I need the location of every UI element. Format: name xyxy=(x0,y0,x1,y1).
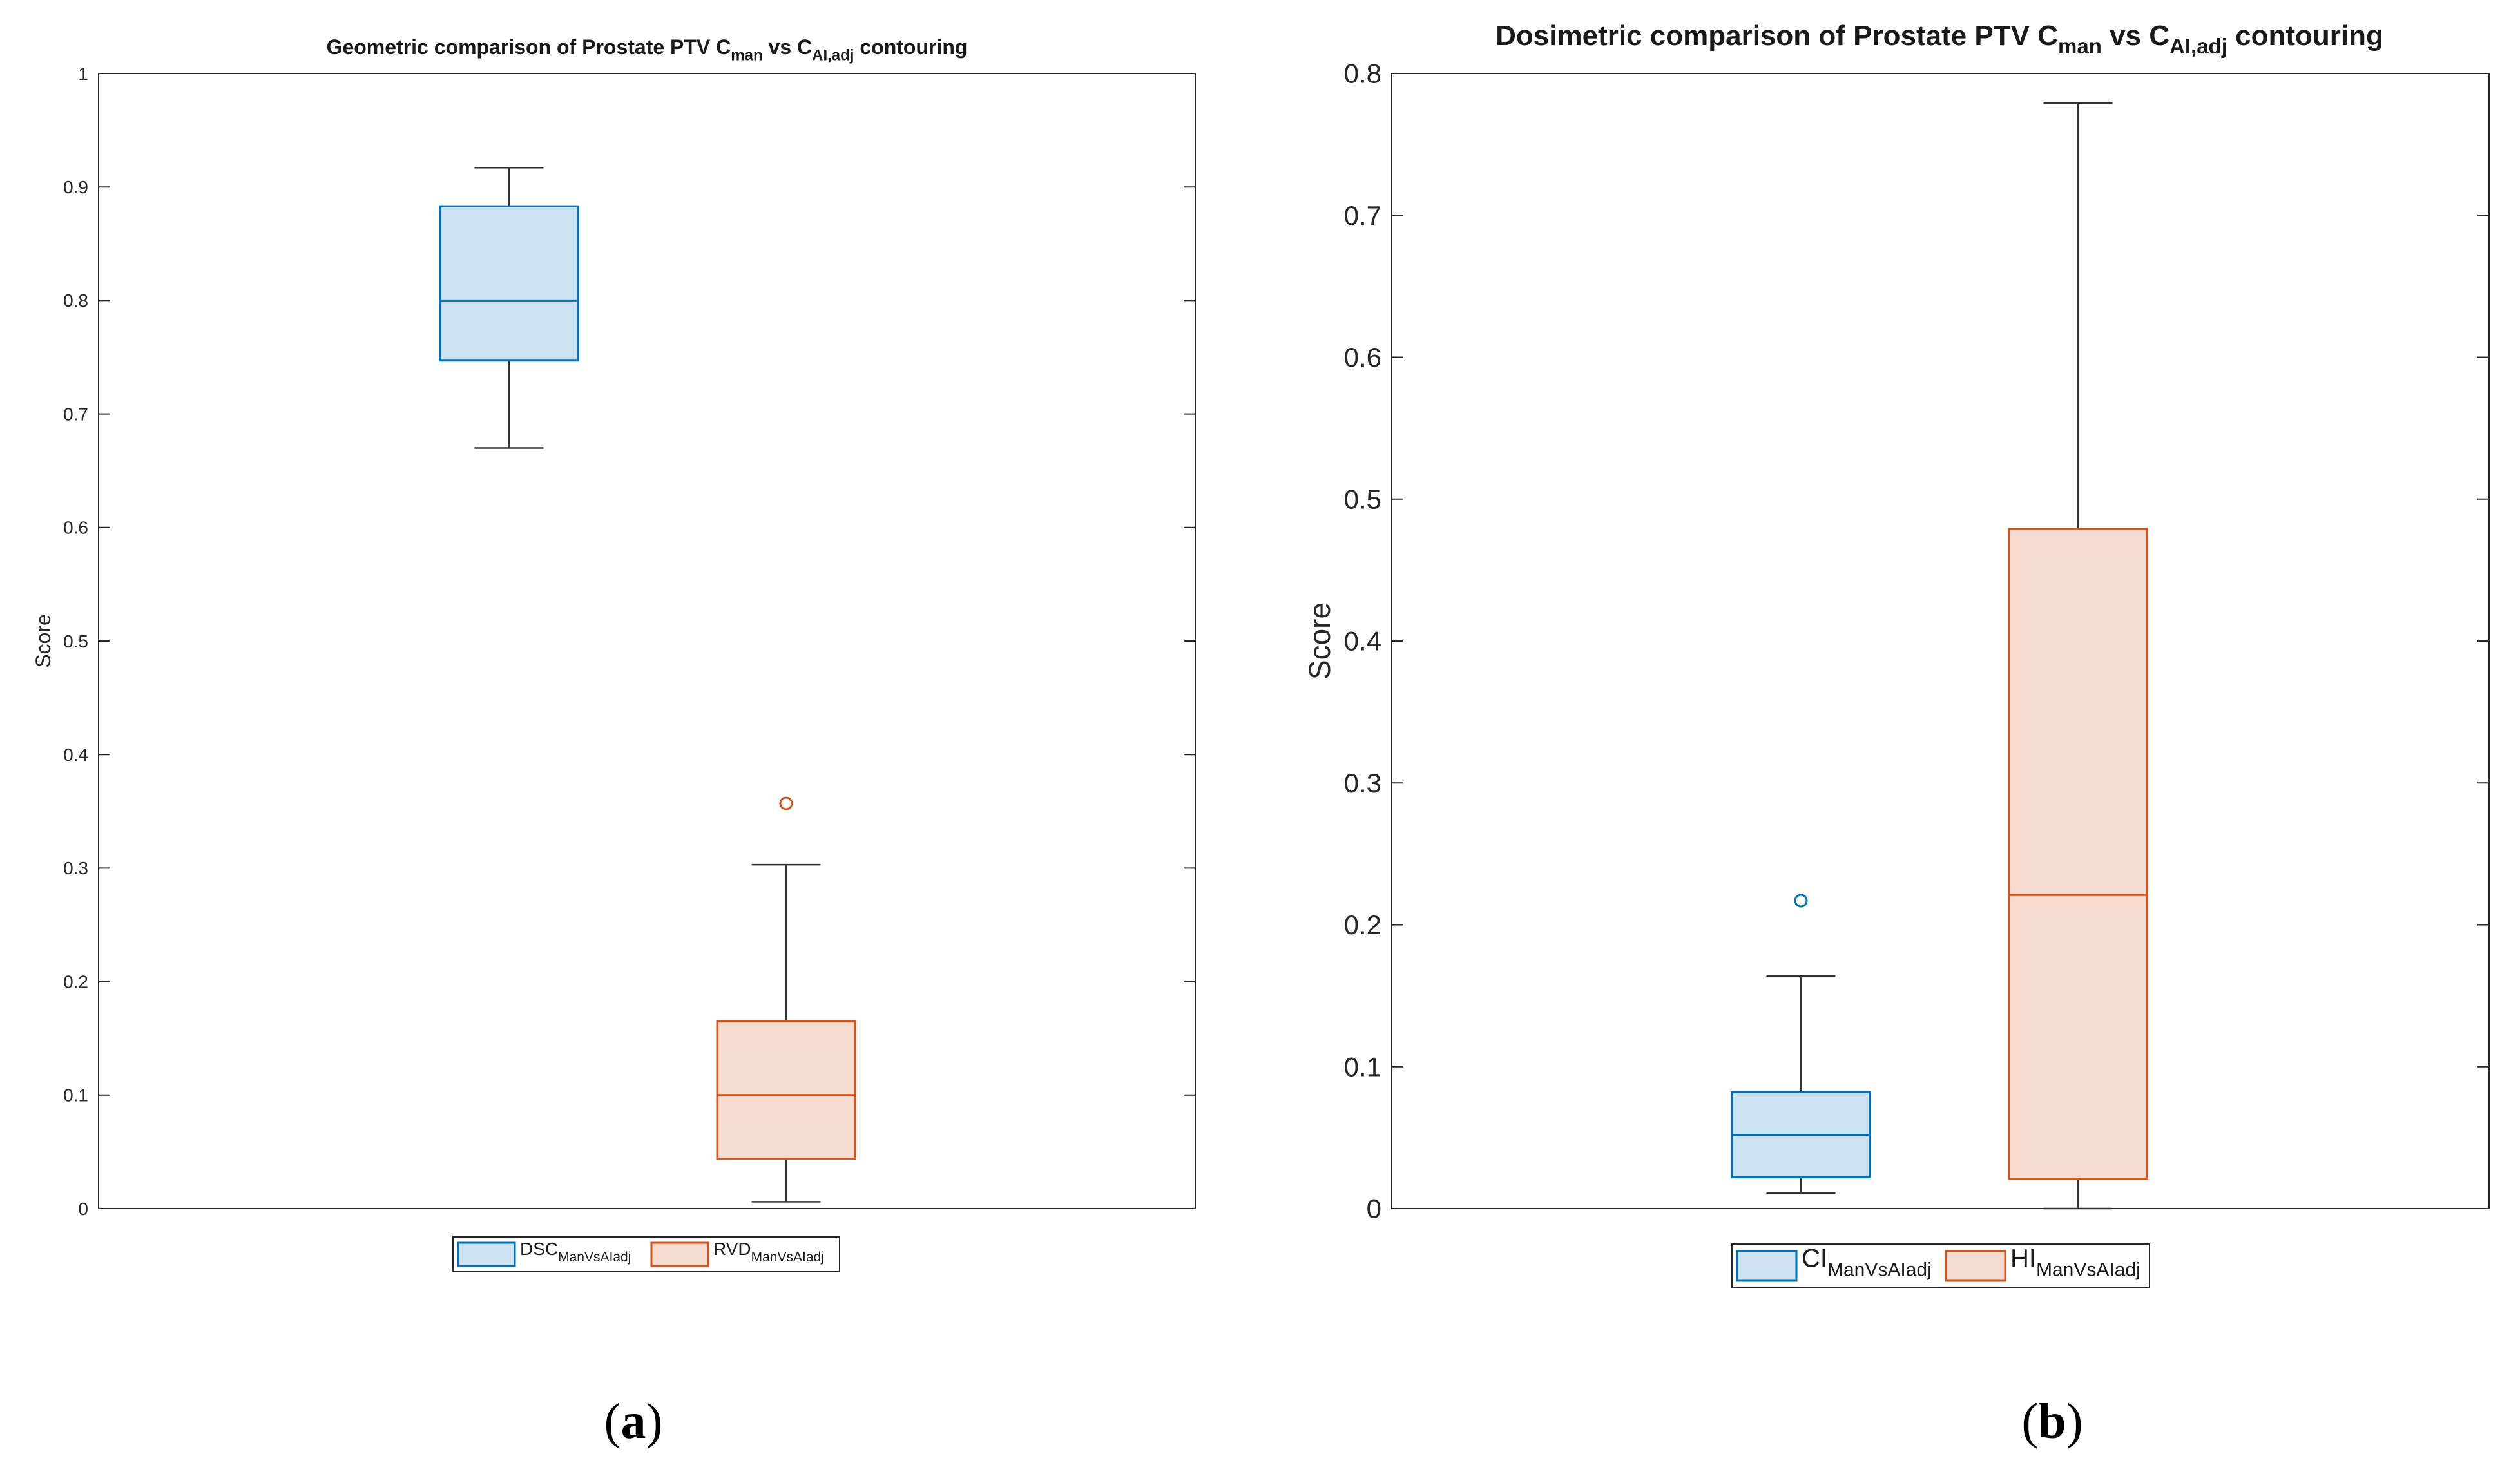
y-tick-label: 0.3 xyxy=(1344,768,1381,798)
caption-paren: ( xyxy=(2021,1393,2038,1449)
y-tick-label: 0.2 xyxy=(63,972,88,991)
title-text: vs C xyxy=(2102,20,2169,52)
y-axis-label: Score xyxy=(32,614,55,668)
legend-label-subscript: ManVsAIadj xyxy=(1827,1259,1932,1280)
legend-label-dsc: DSCManVsAIadj xyxy=(520,1239,631,1265)
legend-label-hi: HIManVsAIadj xyxy=(2010,1244,2140,1280)
caption-paren: ) xyxy=(2066,1393,2083,1449)
y-tick-label: 1 xyxy=(78,64,88,84)
legend-swatch-dsc xyxy=(457,1241,516,1267)
legend-label-text: HI xyxy=(2010,1244,2036,1272)
legend-label-text: CI xyxy=(1802,1244,1827,1272)
legend-label-subscript: ManVsAIadj xyxy=(558,1250,631,1265)
y-tick-label: 0.1 xyxy=(1344,1051,1381,1082)
legend-frame xyxy=(452,1236,840,1272)
iqr-box xyxy=(2008,528,2148,1180)
legend: CIManVsAIadj HIManVsAIadj xyxy=(1731,1243,2150,1288)
legend-label-rvd: RVDManVsAIadj xyxy=(713,1239,824,1265)
y-tick-label: 0.5 xyxy=(63,631,88,651)
y-tick-label: 0 xyxy=(78,1199,88,1219)
y-tick-label: 0.3 xyxy=(63,858,88,878)
y-tick-label: 0.6 xyxy=(1344,342,1381,372)
title-text: contouring xyxy=(2227,20,2383,52)
legend-swatch-hi xyxy=(1945,1250,2006,1282)
caption-letter: a xyxy=(621,1393,646,1449)
box-hi xyxy=(2008,102,2148,1210)
chart-title: Dosimetric comparison of Prostate PTV Cm… xyxy=(1496,20,2383,58)
plot-area-frame xyxy=(98,73,1196,1209)
chart-panel-a: 0 0.1 0.2 0.3 0.4 0.5 0.6 0.7 0.8 0.9 1 Score Geomet… xyxy=(32,35,1196,1449)
title-text: Dosimetric comparison of Prostate PTV C xyxy=(1496,20,2058,52)
caption-letter: b xyxy=(2038,1393,2066,1449)
legend-label-text: DSC xyxy=(520,1239,558,1259)
legend-swatch-rvd xyxy=(650,1241,709,1267)
box-ci xyxy=(1731,894,1871,1194)
iqr-box xyxy=(716,1020,856,1160)
y-tick-label: 0.9 xyxy=(63,177,88,197)
outlier-point xyxy=(1794,894,1808,908)
y-tick-label: 0.7 xyxy=(63,404,88,424)
y-tick-label: 0.7 xyxy=(1344,200,1381,231)
caption-paren: ( xyxy=(604,1393,621,1449)
title-text: contouring xyxy=(854,35,967,59)
chart-panel-b: 0 0.1 0.2 0.3 0.4 0.5 0.6 0.7 0.8 Score Dosimetric… xyxy=(1303,20,2490,1449)
title-text: vs C xyxy=(763,35,812,59)
legend: DSCManVsAIadj RVDManVsAIadj xyxy=(452,1236,840,1272)
legend-label-subscript: ManVsAIadj xyxy=(751,1250,824,1265)
plot-area-frame xyxy=(1391,73,2490,1209)
legend-frame xyxy=(1731,1243,2150,1288)
box-rvd xyxy=(716,796,856,1203)
title-subscript: AI,adj xyxy=(2169,34,2227,58)
iqr-box xyxy=(439,205,579,362)
y-axis-label: Score xyxy=(1303,602,1336,680)
y-tick-label: 0.5 xyxy=(1344,484,1381,514)
title-subscript: man xyxy=(731,47,762,64)
caption-paren: ) xyxy=(646,1393,663,1449)
title-subscript: man xyxy=(2058,34,2102,58)
y-tick-label: 0.4 xyxy=(63,745,88,765)
y-tick-label: 0.4 xyxy=(1344,626,1381,656)
y-tick-label: 0.2 xyxy=(1344,910,1381,940)
y-tick-label: 0.6 xyxy=(63,518,88,538)
panel-caption-b: (b) xyxy=(2021,1393,2082,1449)
legend-label-subscript: ManVsAIadj xyxy=(2036,1259,2140,1280)
legend-swatch-ci xyxy=(1736,1250,1798,1282)
y-tick-label: 0.8 xyxy=(1344,59,1381,89)
box-dsc xyxy=(439,166,579,449)
y-tick-label: 0.8 xyxy=(63,291,88,311)
y-tick-label: 0 xyxy=(1367,1194,1381,1224)
legend-label-ci: CIManVsAIadj xyxy=(1802,1244,1932,1280)
title-text: Geometric comparison of Prostate PTV C xyxy=(327,35,731,59)
chart-title: Geometric comparison of Prostate PTV Cma… xyxy=(327,35,968,64)
panel-caption-a: (a) xyxy=(604,1393,663,1449)
outlier-point xyxy=(779,796,793,810)
y-tick-label: 0.1 xyxy=(63,1086,88,1106)
legend-label-text: RVD xyxy=(713,1239,751,1259)
title-subscript: AI,adj xyxy=(812,47,854,64)
